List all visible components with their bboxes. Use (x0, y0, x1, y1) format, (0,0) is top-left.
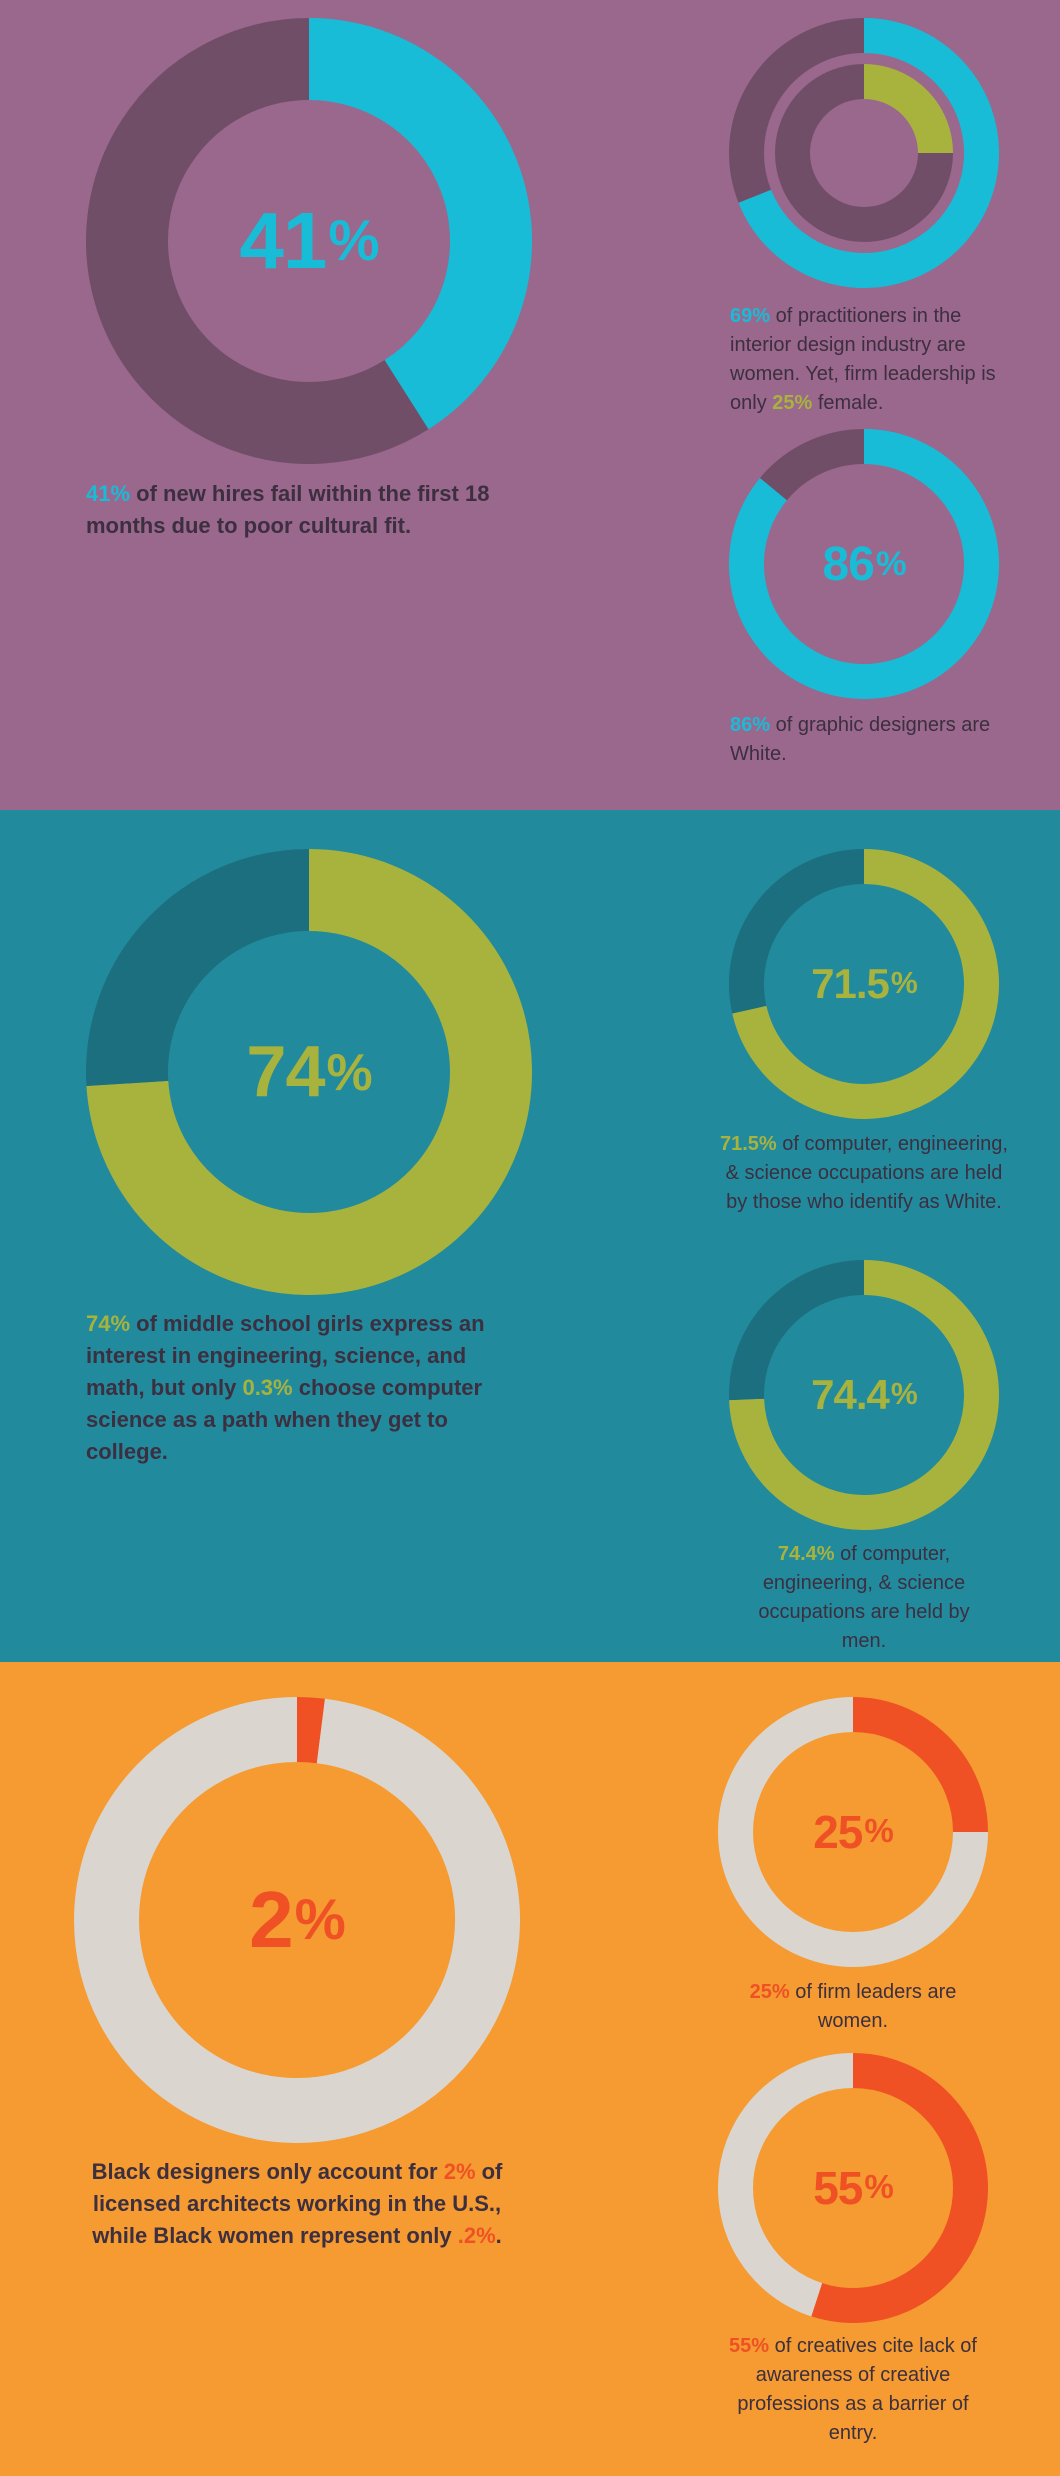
donut-slice-remainder (729, 1260, 865, 1401)
donut-chart-men-occupations: 74.4% (729, 1260, 999, 1530)
caption-text: of creatives cite lack of awareness of c… (737, 2335, 977, 2444)
caption-highlight: 74% (86, 1311, 131, 1336)
donut-outer-slice-value (738, 18, 999, 288)
percent-sign: % (294, 1888, 346, 1952)
donut-value: 55 (813, 2162, 863, 2214)
donut-chart-graphic-designers: 86% (729, 429, 999, 699)
donut-chart-white-occupations: 71.5% (729, 849, 999, 1119)
donut-value: 25 (813, 1806, 863, 1858)
caption-creatives-awareness: 55% of creatives cite lack of awareness … (723, 2332, 983, 2448)
caption-highlight: 74.4% (777, 1543, 835, 1565)
caption-text: of licensed architects working in the U.… (92, 2159, 503, 2248)
donut-value: 86 (822, 537, 874, 591)
caption-highlight: 41% (86, 481, 131, 506)
donut-inner-slice-remainder (775, 64, 953, 242)
donut-value: 74 (246, 1032, 325, 1112)
donut-slice-value (729, 429, 999, 699)
caption-text: of computer, engineering, & science occu… (758, 1543, 970, 1652)
donut-slice-remainder (718, 1697, 988, 1967)
caption-highlight: 2% (443, 2159, 476, 2184)
donut-slice-value (852, 1697, 988, 1833)
caption-highlight: 71.5% (720, 1133, 777, 1155)
donut-chart-new-hires: 41% (86, 18, 532, 464)
caption-highlight: 25% (772, 392, 813, 414)
donut-slice-value (86, 849, 532, 1295)
caption-highlight: 55% (729, 2335, 770, 2357)
percent-sign: % (890, 1378, 918, 1411)
caption-highlight: 86% (730, 714, 771, 736)
donut-slice-remainder (718, 2053, 854, 2317)
caption-text: female. (812, 392, 884, 414)
donut-slice-value (811, 2053, 988, 2323)
donut-slice-remainder (86, 18, 429, 464)
donut-value: 2 (249, 1875, 293, 1964)
percent-sign: % (864, 2169, 893, 2206)
caption-interior-design: 69% of practitioners in the interior des… (730, 302, 1010, 418)
percent-sign: % (890, 967, 918, 1000)
percent-sign: % (328, 209, 379, 273)
donut-outer-slice-remainder (729, 18, 865, 203)
caption-men-occupations: 74.4% of computer, engineering, & scienc… (744, 1540, 984, 1656)
percent-sign: % (326, 1043, 373, 1101)
donut-value: 41 (239, 196, 327, 285)
caption-highlight: 0.3% (242, 1374, 293, 1400)
caption-text: Black designers only account for (91, 2159, 444, 2184)
nested-donut-chart-interior-design (729, 18, 999, 288)
donut-slice-remainder (74, 1697, 520, 2143)
donut-slice-remainder (759, 429, 865, 501)
donut-inner-slice-value (863, 64, 953, 154)
caption-text: of practitioners in the interior design … (730, 305, 996, 414)
caption-text: . (495, 2222, 502, 2248)
section-architecture: 2% Black designers only account for 2% o… (0, 1662, 1060, 2476)
section-stem: 74% 74% of middle school girls express a… (0, 810, 1060, 1662)
caption-highlight: .2% (457, 2222, 496, 2248)
donut-slice-value (729, 1260, 999, 1530)
caption-text: of graphic designers are White. (730, 714, 991, 765)
caption-text: of computer, engineering, & science occu… (725, 1133, 1008, 1213)
caption-text: choose computer science as a path when t… (86, 1374, 483, 1464)
caption-text: of new hires fail within the first 18 mo… (86, 481, 490, 538)
donut-value: 71.5 (811, 960, 890, 1007)
caption-black-architects: Black designers only account for 2% of l… (74, 2156, 520, 2252)
caption-text: of middle school girls express an intere… (86, 1311, 485, 1400)
donut-slice-remainder (729, 849, 865, 1014)
donut-chart-creatives-awareness: 55% (718, 2053, 988, 2323)
caption-text: of firm leaders are women. (789, 1981, 957, 2032)
donut-chart-black-architects: 2% (74, 1697, 520, 2143)
donut-slice-value (308, 18, 532, 430)
caption-firm-leaders: 25% of firm leaders are women. (723, 1978, 983, 2036)
donut-slice-value (732, 849, 999, 1119)
donut-chart-firm-leaders: 25% (718, 1697, 988, 1967)
caption-white-occupations: 71.5% of computer, engineering, & scienc… (719, 1130, 1009, 1217)
percent-sign: % (864, 1813, 893, 1850)
caption-new-hires: 41% of new hires fail within the first 1… (86, 478, 526, 542)
caption-highlight: 25% (749, 1981, 790, 2003)
donut-chart-middle-school-girls: 74% (86, 849, 532, 1295)
caption-middle-school-girls: 74% of middle school girls express an in… (86, 1308, 506, 1467)
donut-slice-remainder (86, 849, 310, 1086)
section-design-hiring: 41% 41% of new hires fail within the fir… (0, 0, 1060, 810)
donut-slice-value (296, 1697, 325, 1764)
percent-sign: % (875, 544, 907, 583)
caption-highlight: 69% (730, 305, 771, 327)
donut-value: 74.4 (811, 1371, 890, 1418)
caption-graphic-designers: 86% of graphic designers are White. (730, 711, 1010, 769)
